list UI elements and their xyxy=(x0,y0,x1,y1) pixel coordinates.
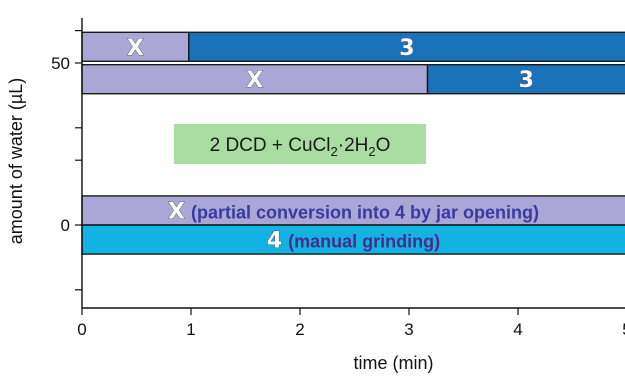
annotation-text: 2 DCD + CuCl2·2H2O xyxy=(210,135,391,159)
x-tick-label-4: 4 xyxy=(513,320,522,339)
bars-layer: X 3 X 3 X (partial conversion into 4 by jar o… xyxy=(81,31,625,255)
x-tick-label-3: 3 xyxy=(404,320,413,339)
bar-label-row1-seg1: 3 xyxy=(519,68,534,93)
bar-label-row3-seg0: 4 (manual grinding) xyxy=(267,229,440,254)
annotation-layer: 2 DCD + CuCl2·2H2O xyxy=(174,124,426,164)
x-tick-label-0: 0 xyxy=(77,320,86,339)
bar-label-row1-seg0: X xyxy=(246,68,263,93)
y-axis-label: amount of water (µL) xyxy=(6,78,26,244)
annotation-box xyxy=(174,124,426,164)
x-axis-label: time (min) xyxy=(354,353,434,373)
x-tick-label-1: 1 xyxy=(186,320,195,339)
y-tick-label-0: 0 xyxy=(61,216,70,235)
bar-label-row2-seg0: X (partial conversion into 4 by jar openi… xyxy=(168,199,539,224)
x-tick-label-2: 2 xyxy=(295,320,304,339)
x-tick-label-5: 5 xyxy=(622,320,625,339)
bar-label-row0-seg0: X xyxy=(127,36,144,61)
bar-row2-seg0 xyxy=(81,195,625,226)
y-tick-label-1: 50 xyxy=(51,54,70,73)
bar-label-row0-seg1: 3 xyxy=(399,36,414,61)
axes-layer: 012345050 xyxy=(51,18,625,339)
bar-row1-seg1 xyxy=(426,63,625,95)
bar-row0-seg1 xyxy=(188,31,625,62)
